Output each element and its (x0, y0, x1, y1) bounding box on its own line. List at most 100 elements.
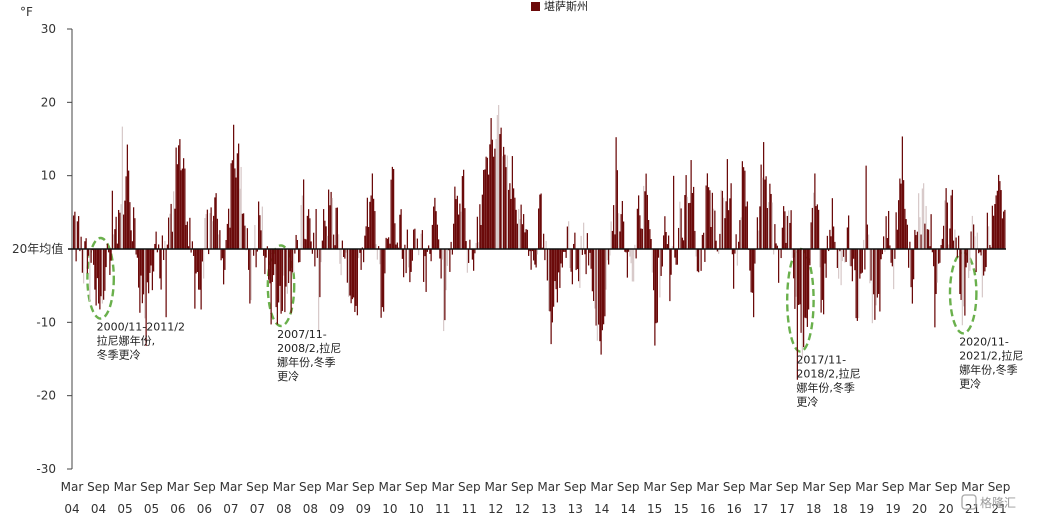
bar-40 (123, 214, 125, 249)
bar-580 (798, 249, 800, 305)
bar-545 (754, 249, 756, 264)
x-tick-month-29: Sep (829, 480, 852, 494)
bar-132 (238, 143, 240, 249)
legend-swatch (531, 2, 540, 11)
bar-204 (328, 189, 330, 249)
bar-279 (421, 230, 423, 249)
bar-737 (994, 204, 996, 249)
x-tick-year-35: 21 (991, 502, 1006, 516)
bar-604 (828, 249, 830, 252)
bar-674 (915, 235, 917, 249)
bar-402 (575, 249, 577, 271)
bar-88 (183, 158, 185, 249)
bar-29 (109, 249, 111, 275)
bar-671 (911, 249, 913, 304)
bar-391 (561, 249, 563, 268)
bar-194 (315, 208, 317, 249)
x-tick-month-13: Sep (405, 480, 428, 494)
bar-152 (263, 249, 265, 256)
bar-71 (161, 235, 163, 249)
x-tick-year-29: 18 (832, 502, 847, 516)
bar-113 (214, 197, 216, 249)
x-tick-year-16: 12 (488, 502, 503, 516)
bar-614 (840, 249, 842, 286)
bar-101 (199, 249, 201, 290)
bar-590 (810, 222, 812, 249)
zero-baseline-label: 20年均值 (12, 241, 63, 256)
x-tick-year-9: 08 (303, 502, 318, 516)
bar-721 (974, 236, 976, 249)
bar-154 (265, 249, 267, 258)
bar-681 (924, 223, 926, 249)
annotation-text-1-0: 2007/11- (277, 328, 327, 341)
bar-341 (499, 134, 501, 249)
bar-453 (639, 215, 641, 249)
bar-19 (96, 249, 98, 279)
bar-315 (466, 249, 468, 273)
bar-11 (86, 249, 88, 274)
bar-485 (679, 201, 681, 249)
bar-655 (891, 249, 893, 267)
bar-612 (838, 249, 840, 279)
bar-245 (379, 249, 381, 265)
bar-8 (83, 249, 85, 284)
bar-252 (388, 237, 390, 249)
bar-510 (710, 226, 712, 249)
bar-390 (560, 249, 562, 264)
bar-377 (544, 249, 546, 261)
bar-37 (119, 212, 121, 249)
bar-264 (403, 249, 405, 278)
x-tick-year-27: 17 (779, 502, 794, 516)
bar-745 (1004, 209, 1006, 249)
bar-509 (709, 190, 711, 249)
x-tick-year-23: 15 (674, 502, 689, 516)
bar-683 (926, 229, 928, 249)
bar-301 (449, 249, 451, 272)
annotation-text-3-3: 更冷 (959, 377, 981, 390)
bar-176 (293, 249, 295, 274)
bar-403 (576, 249, 578, 269)
bar-705 (954, 229, 956, 249)
bar-49 (134, 218, 136, 249)
bar-60 (148, 249, 150, 294)
bar-354 (515, 209, 517, 249)
bar-5 (79, 249, 81, 252)
x-tick-year-14: 11 (435, 502, 450, 516)
bar-569 (784, 211, 786, 249)
bar-651 (886, 238, 888, 249)
bar-118 (220, 249, 222, 261)
bar-491 (686, 196, 688, 249)
bar-602 (825, 249, 827, 278)
bar-106 (205, 214, 207, 249)
bar-167 (281, 249, 283, 311)
bar-160 (273, 249, 275, 276)
bar-282 (425, 249, 427, 292)
bar-499 (696, 249, 698, 272)
bar-591 (811, 207, 813, 249)
bar-541 (749, 249, 751, 271)
bar-518 (720, 189, 722, 249)
bar-441 (624, 249, 626, 252)
x-tick-year-15: 11 (462, 502, 477, 516)
bar-109 (209, 213, 211, 249)
bar-404 (578, 249, 580, 282)
bar-480 (673, 175, 675, 249)
x-tick-year-32: 20 (912, 502, 927, 516)
bar-462 (650, 239, 652, 249)
x-tick-year-6: 07 (223, 502, 238, 516)
bar-226 (355, 249, 357, 306)
bar-695 (941, 238, 943, 249)
bar-122 (225, 240, 227, 249)
bar-445 (629, 249, 631, 257)
x-tick-month-17: Sep (511, 480, 534, 494)
bar-360 (523, 214, 525, 249)
bar-731 (986, 212, 988, 249)
bar-322 (475, 243, 477, 249)
bar-2 (75, 249, 77, 262)
watermark: 格隆汇 (961, 494, 1016, 510)
bar-206 (330, 191, 332, 249)
bar-736 (993, 215, 995, 249)
bar-333 (489, 144, 491, 249)
bar-720 (973, 224, 975, 249)
